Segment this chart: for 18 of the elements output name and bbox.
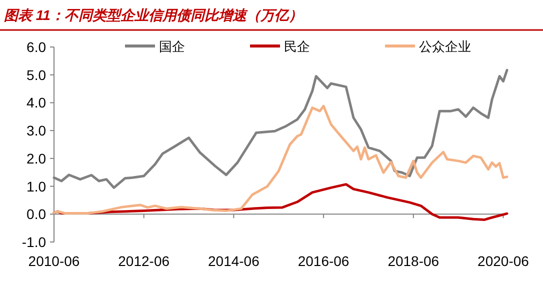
x-tick-label: 2020-06 [478,253,530,269]
x-tick-label: 2018-06 [388,253,440,269]
x-tick-label: 2014-06 [208,253,260,269]
y-tick-label: 1.0 [26,178,46,194]
legend-label: 公众企业 [419,39,471,54]
legend-label: 国企 [159,39,185,54]
legend-label: 民企 [284,39,310,54]
y-tick-label: 3.0 [26,122,46,139]
x-tick-label: 2016-06 [298,253,350,269]
x-tick-label: 2010-06 [28,253,80,269]
y-tick-label: 5.0 [26,66,46,83]
title: 图表 11：不同类型企业信用债同比增速（万亿） [4,7,302,23]
y-tick-label: 0.0 [26,206,46,222]
y-tick-label: 6.0 [26,39,46,55]
y-tick-label: 2.0 [26,150,46,166]
y-tick-label: 4.0 [26,94,46,111]
x-tick-label: 2012-06 [118,253,170,269]
y-tick-label: -1.0 [22,234,46,250]
